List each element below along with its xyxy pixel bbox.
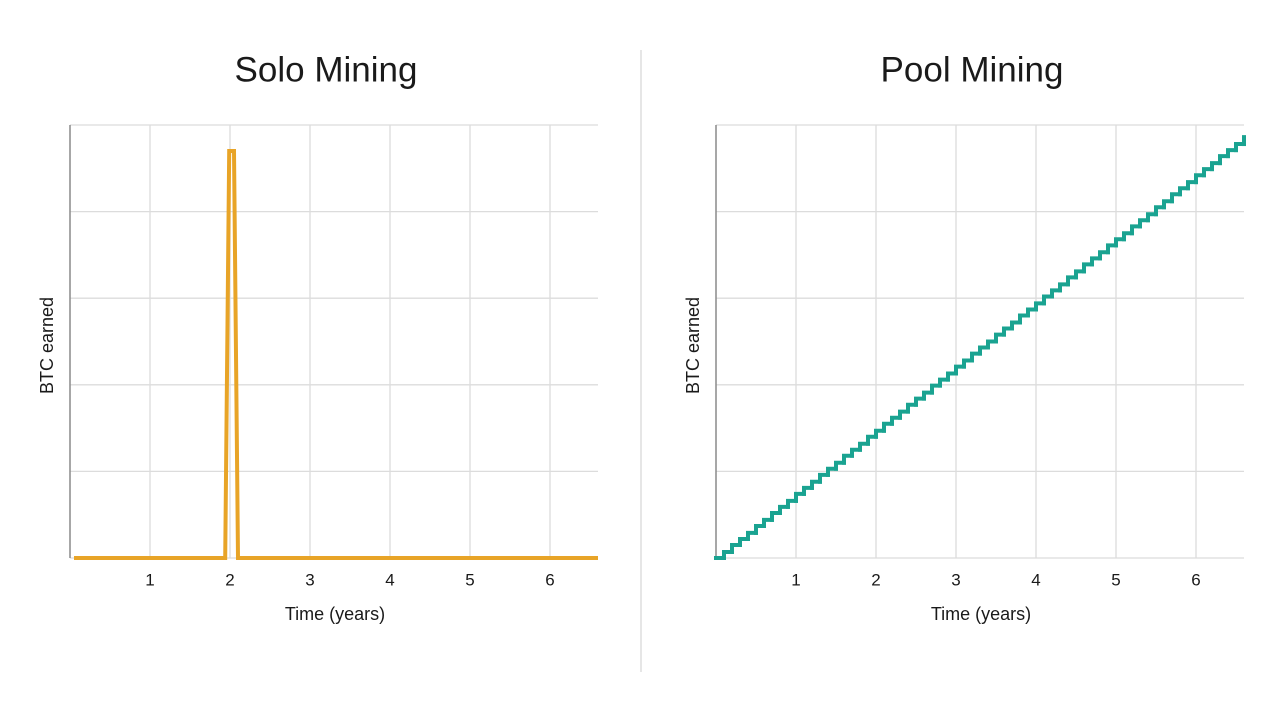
step-segment [722,549,734,560]
step-segment [1178,186,1190,197]
step-segment [802,485,814,496]
step-segment [754,523,766,535]
step-segment [1122,231,1134,242]
step-segment [1050,288,1062,299]
x-tick-label: 5 [1111,570,1120,589]
step-segment [978,345,990,356]
step-segment [770,510,782,522]
step-segment [1194,173,1206,185]
step-segment [810,479,822,490]
step-segment [818,472,830,484]
step-segment [1170,192,1182,204]
step-segment [890,415,902,426]
step-segment [930,383,942,395]
step-segment [826,466,838,477]
step-segment [1202,167,1214,178]
x-tick-label: 3 [305,570,314,589]
step-segment [1186,180,1198,191]
step-segment [1002,326,1014,337]
x-tick-label: 4 [1031,570,1040,589]
step-segment [1058,282,1070,293]
step-segment [1162,199,1174,210]
step-segment [906,402,918,414]
step-segment [1106,243,1118,255]
step-segment [882,421,894,433]
x-axis-label: Time (years) [931,604,1031,624]
step-segment [858,441,870,452]
step-segment [1130,224,1142,236]
line [74,148,598,560]
x-tick-label: 1 [791,570,800,589]
step-segment [738,536,750,548]
step-segment [794,491,806,503]
step-segment [786,498,798,509]
x-axis-label: Time (years) [285,604,385,624]
step-segment [1074,269,1086,280]
x-tick-label: 6 [1191,570,1200,589]
step-segment [1090,256,1102,267]
step-segment [850,447,862,458]
step-segment [1082,262,1094,274]
step-segment [1234,142,1246,153]
x-tick-label: 3 [951,570,960,589]
step-segment [746,530,758,541]
x-tick-label: 6 [545,570,554,589]
step-segment [898,409,910,420]
step-segment [986,339,998,350]
x-tick-label: 2 [871,570,880,589]
x-tick-label: 2 [225,570,234,589]
step-segment [1138,218,1150,229]
x-tick-label: 1 [145,570,154,589]
step-segment [1034,301,1046,312]
step-segment [994,332,1006,344]
step-segment [1098,250,1110,261]
step-segment [762,517,774,528]
step-segment [1146,212,1158,223]
step-segment [834,460,846,471]
step-segment [1114,237,1126,248]
step-segment [1010,320,1022,331]
step-segment [922,390,934,401]
step-segment [778,504,790,515]
step-segment [970,351,982,363]
chart-title: Solo Mining [235,50,418,89]
chart-title: Pool Mining [881,50,1064,89]
step-segment [730,543,742,554]
step-segment [962,358,974,369]
x-tick-label: 4 [385,570,394,589]
step-segment [1018,313,1030,325]
step-segment [874,428,886,439]
step-segment [946,371,958,382]
step-segment [1218,154,1230,166]
y-axis-label: BTC earned [37,297,57,394]
step-segment [938,377,950,388]
step-segment [1066,275,1078,287]
step-segment [1026,307,1038,318]
step-segment [842,453,854,465]
step-segment [1154,205,1166,217]
x-tick-label: 5 [465,570,474,589]
step-segment [1210,161,1222,172]
y-axis-label: BTC earned [683,297,703,394]
step-segment [866,434,878,446]
step-segment [1042,294,1054,306]
step-segment [914,396,926,407]
step-segment [954,364,966,376]
step-segment [1226,148,1238,159]
